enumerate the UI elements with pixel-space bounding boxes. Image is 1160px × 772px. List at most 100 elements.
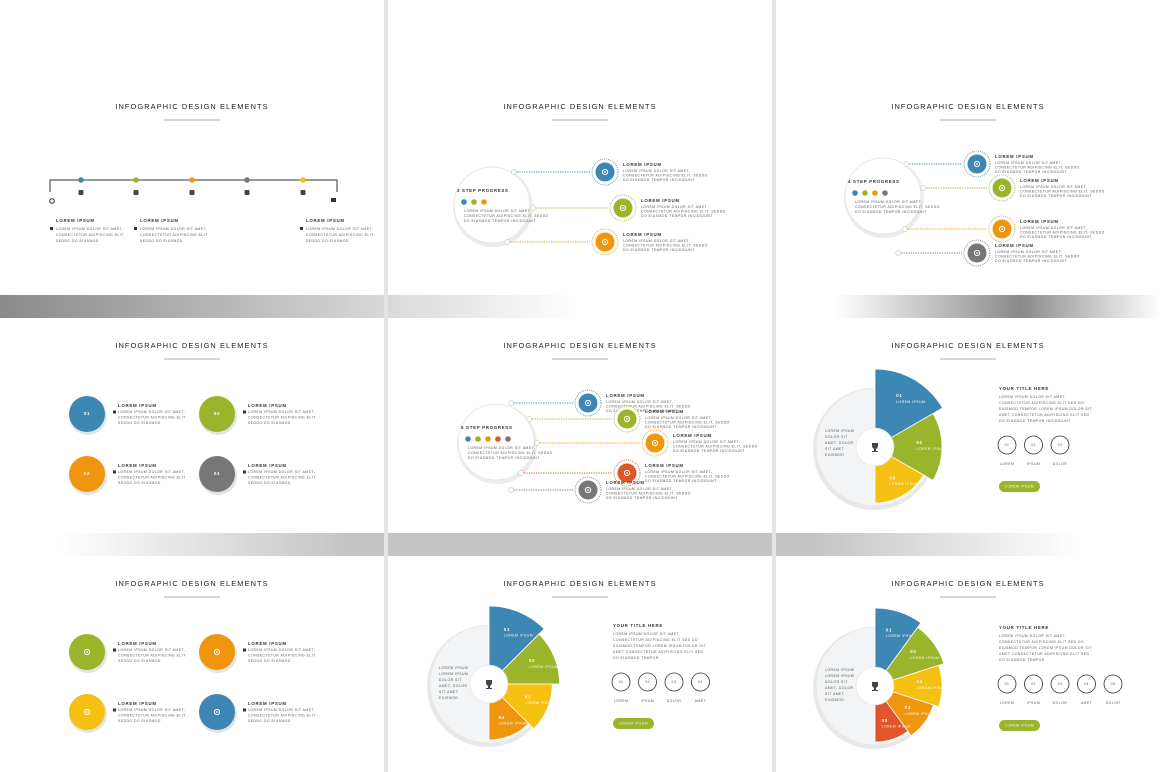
icon	[601, 168, 609, 176]
segment-text: LOREM IPSUM	[889, 482, 918, 486]
option-circle	[1050, 674, 1070, 694]
step-text: CONSECTETUR ADIPISCING ELIT, SEDDO	[673, 444, 758, 448]
pie-text: AMET, DOLOR	[825, 441, 854, 445]
step-text: CONSECTETUR ADIPISCING ELIT, SEDDO	[641, 209, 726, 213]
item-circle	[69, 396, 105, 432]
step-text: DO EIUSMOD TEMPOR INCIDIDUNT	[995, 259, 1067, 263]
segment-label: 05	[882, 718, 888, 723]
pie-text: EIUSMOD	[825, 453, 844, 457]
hub	[844, 157, 922, 235]
step-text: DO EIUSMOD TEMPOR INCIDIDUNT	[1020, 235, 1092, 239]
icon	[601, 238, 609, 246]
segment-text: LOREM IPSUM	[917, 686, 946, 690]
item-text: CONSECTETUR ADIPISCING ELIT	[118, 475, 186, 479]
option-circle	[664, 672, 684, 692]
slide-title: INFOGRAPHIC DESIGN ELEMENTS	[891, 579, 1044, 588]
step-heading: LOREM IPSUM	[641, 198, 680, 203]
item-heading: LOREM IPSUM	[248, 463, 287, 468]
option-caption: DOLOR	[1053, 462, 1068, 466]
icon	[86, 711, 88, 713]
hub-label: 3 STEP PROGRESS	[457, 188, 509, 193]
timeline-dot	[300, 177, 306, 183]
segment-label: 04	[905, 705, 911, 710]
button[interactable]	[999, 720, 1040, 731]
item-text: CONSECTETUR ADIPISCING ELIT	[56, 233, 124, 237]
step-text: LOREM IPSUM DOLOR SIT AMET,	[1020, 226, 1087, 230]
gap-shadow	[0, 295, 1160, 318]
icon	[626, 418, 628, 420]
item-text: SEDDO DO EIUSMOD	[248, 481, 291, 485]
panel-heading: YOUR TITLE HERE	[999, 386, 1049, 391]
option-caption: AMET	[1081, 701, 1092, 705]
button[interactable]	[613, 718, 654, 729]
icon	[213, 708, 221, 716]
connector-node	[530, 205, 536, 211]
step-text: LOREM IPSUM DOLOR SIT AMET,	[606, 400, 673, 404]
option-label: 05	[1111, 682, 1116, 686]
step-text: CONSECTETUR ADIPISCING ELIT, SEDDO	[1020, 230, 1105, 234]
pie-text: DOLOR SIT	[439, 678, 462, 682]
item-text: LOREM IPSUM DOLOR SIT AMET,	[306, 227, 373, 231]
hub	[453, 166, 531, 244]
panel-text: LOREM IPSUM DOLOR SIT AMET,	[613, 632, 680, 636]
item-text: LOREM IPSUM DOLOR SIT AMET,	[118, 708, 185, 712]
step-heading: LOREM IPSUM	[623, 162, 662, 167]
icon	[49, 198, 55, 204]
step-text: CONSECTETUR ADIPISCING ELIT, SEDDO	[606, 404, 691, 408]
item-text: SEDDO DO EIUSMOD	[56, 239, 99, 243]
segment-text: LOREM IPSUM	[504, 634, 533, 638]
segment-text: LOREM IPSUM	[525, 701, 554, 705]
pie-segment	[488, 605, 545, 685]
hub-text: LOREM IPSUM DOLOR SIT AMET,	[468, 446, 535, 450]
pie-text: AMET, DOLOR	[825, 686, 854, 690]
item-heading: LOREM IPSUM	[140, 218, 179, 223]
timeline-dot	[78, 177, 84, 183]
panel-text: DO EIUSMOD TEMPOR INCIDIDUNT	[999, 419, 1071, 423]
pie-text: DOLOR SIT	[825, 435, 848, 439]
bullet	[300, 227, 303, 230]
icon	[86, 651, 88, 653]
hub-dot	[465, 436, 471, 442]
step-text: LOREM IPSUM DOLOR SIT AMET,	[673, 440, 740, 444]
item-text: SEDDO DO EIUSMOD	[140, 239, 183, 243]
timeline-dot	[133, 177, 139, 183]
pie-segment	[488, 683, 553, 730]
slide-title: INFOGRAPHIC DESIGN ELEMENTS	[115, 579, 268, 588]
item-text: CONSECTETUR ADIPISCING ELIT	[118, 415, 186, 419]
button[interactable]	[999, 481, 1040, 492]
slide-title: INFOGRAPHIC DESIGN ELEMENTS	[115, 341, 268, 350]
item-text: SEDDO DO EIUSMOD	[118, 719, 161, 723]
slide-title: INFOGRAPHIC DESIGN ELEMENTS	[503, 579, 656, 588]
icon	[626, 472, 628, 474]
bullet	[243, 648, 246, 652]
option-caption: LOREM	[614, 699, 629, 703]
step-text: CONSECTETUR ADIPISCING ELIT, SEDDO	[1020, 189, 1105, 193]
item-circle	[199, 396, 235, 432]
icon	[331, 198, 336, 202]
segment-text: LOREM IPSUM	[529, 665, 558, 669]
segment-label: 01	[886, 627, 892, 632]
segment-label: 03	[917, 679, 923, 684]
item-heading: LOREM IPSUM	[248, 403, 287, 408]
item-text: SEDDO DO EIUSMOD	[118, 421, 161, 425]
panel-text: LOREM IPSUM DOLOR SIT AMET,	[999, 395, 1066, 399]
step-text: LOREM IPSUM DOLOR SIT AMET,	[623, 169, 690, 173]
item-text: CONSECTETUR ADIPISCING ELIT	[248, 713, 316, 717]
icon	[623, 469, 631, 477]
icon	[189, 190, 195, 195]
option-circle	[1024, 674, 1043, 694]
icon	[213, 648, 221, 656]
panel-text: DO EIUSMOD TEMPOR	[999, 658, 1045, 662]
step-heading: LOREM IPSUM	[995, 243, 1034, 248]
connector-node	[895, 250, 902, 256]
bullet	[134, 227, 137, 230]
connector-node	[518, 470, 524, 476]
icon	[216, 711, 218, 713]
icon	[486, 680, 492, 689]
step-text: LOREM IPSUM DOLOR SIT AMET,	[995, 250, 1062, 254]
button-label: LOREM IPSUM	[619, 721, 648, 725]
pie-text: SIT AMET	[825, 692, 844, 696]
step-text: CONSECTETUR ADIPISCING ELIT, SEDDO	[606, 491, 691, 495]
option-circle	[638, 672, 657, 692]
